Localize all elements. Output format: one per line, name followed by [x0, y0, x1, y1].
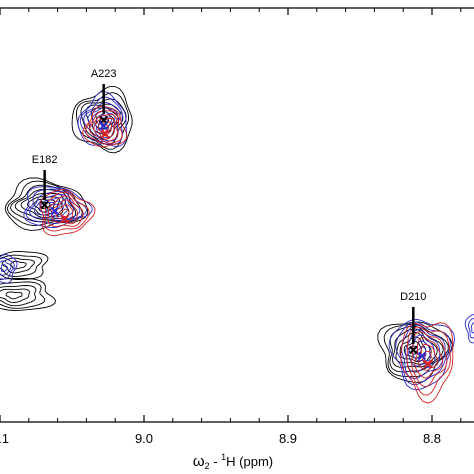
contour-ring: [5, 291, 23, 300]
contour-ring: [39, 189, 96, 236]
peak-marker: [100, 129, 110, 139]
bottom-tick-label: 8.8: [423, 431, 441, 446]
contour-ring: [97, 121, 113, 137]
bottom-tick-label: 8.9: [279, 431, 297, 446]
top-tick-label: 8.8: [423, 0, 441, 3]
top-tick-label: 9.0: [135, 0, 153, 3]
contour-ring: [93, 117, 115, 140]
peak-marker: [99, 121, 108, 131]
peak-label: A223: [91, 68, 117, 80]
contour-ring: [82, 105, 128, 148]
contour-ring: [468, 318, 474, 339]
contour-ring: [76, 92, 130, 150]
contour-ring: [377, 321, 453, 383]
contour-ring: [0, 285, 37, 307]
contour-ring: [0, 251, 49, 280]
contour-ring: [388, 318, 456, 391]
contour-ring: [411, 331, 448, 388]
contour-ring: [0, 281, 46, 309]
peak-annotations: A223 E182 D210: [32, 68, 432, 369]
peak-marker: [409, 345, 418, 355]
contour-ring: [391, 328, 438, 368]
bottom-tick-label: 9.1: [0, 431, 9, 446]
contour-ring: [401, 324, 446, 380]
contour-ring: [85, 110, 123, 145]
top-tick-label: 8.9: [279, 0, 297, 3]
peak-label: D210: [400, 291, 426, 303]
peak-label: E182: [32, 154, 58, 166]
contour-ring: [71, 85, 133, 154]
contour-ring: [91, 110, 116, 135]
peak-marker: [40, 200, 49, 210]
peak-marker: [50, 206, 59, 216]
contour-layer: [0, 85, 474, 404]
contour-ring: [0, 254, 18, 284]
top-tick-label: 9.1: [0, 0, 9, 3]
contour-ring: [83, 102, 121, 142]
contour-ring: [471, 322, 474, 334]
contour-ring: [44, 191, 90, 232]
contour-ring: [414, 337, 444, 379]
contour-ring: [0, 277, 56, 311]
contour-ring: [10, 260, 27, 270]
plot-frame: [0, 7, 474, 423]
contour-ring: [1, 257, 35, 274]
contour-ring: [0, 257, 15, 280]
contour-ring: [77, 91, 128, 147]
contour-ring: [395, 321, 451, 386]
axes: 9.1 9.1 9.0 9.0 8.9 8.9 8.8 8.8: [0, 0, 462, 446]
peak-marker: [417, 351, 427, 361]
contour-ring: [406, 326, 451, 396]
peak-marker: [60, 214, 70, 224]
contour-ring: [0, 263, 8, 272]
contour-ring: [89, 114, 119, 143]
contour-ring: [0, 288, 30, 303]
contour-ring: [400, 322, 454, 404]
contour-ring: [47, 195, 84, 227]
contour-ring: [0, 260, 12, 276]
contour-ring: [0, 254, 43, 277]
contour-ring: [464, 314, 474, 344]
x-axis-label: ω2 - 1H (ppm): [193, 452, 273, 471]
bottom-tick-label: 9.0: [135, 431, 153, 446]
peak-marker: [423, 359, 432, 369]
